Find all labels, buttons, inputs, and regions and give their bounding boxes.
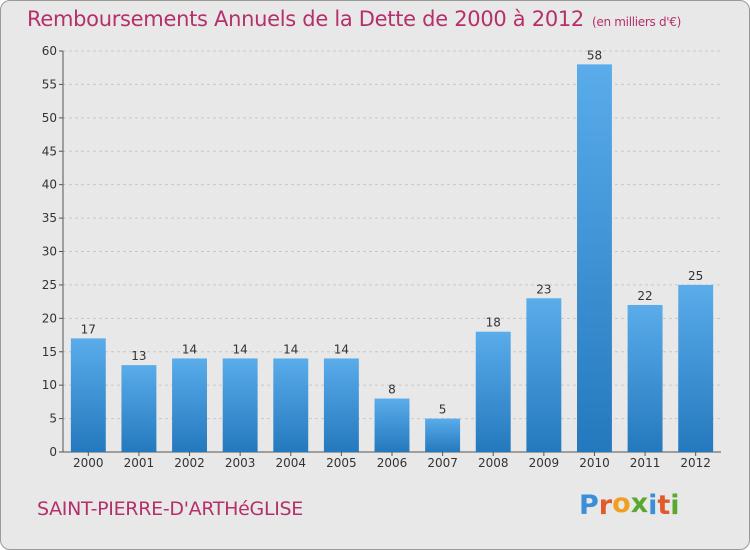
x-tick-label: 2000 [73,456,104,470]
bar-value-label: 14 [334,342,349,356]
bar-value-label: 8 [388,383,396,397]
bar-value-label: 17 [81,322,96,336]
y-tick-label: 45 [42,144,57,158]
bar [222,358,258,452]
bar [273,358,309,452]
y-tick-label: 40 [42,178,57,192]
y-tick-label: 30 [42,245,57,259]
bar-value-label: 18 [486,316,501,330]
bar-layer: 17 13 14 14 14 14 8 5 18 23 58 22 25 [70,48,714,452]
bar [121,365,157,452]
commune-name: SAINT-PIERRE-D'ARTHéGLISE [37,498,304,520]
bar [526,298,562,452]
chart-title-unit: (en milliers d'€) [592,15,682,29]
x-tick-label: 2006 [377,456,408,470]
bar-value-label: 22 [637,289,652,303]
x-tick-label: 2003 [225,456,256,470]
y-tick-label: 25 [42,278,57,292]
logo-letter: i [670,490,680,521]
y-tick-label: 20 [42,311,57,325]
y-tick-label: 5 [49,412,57,426]
y-tick-label: 15 [42,345,57,359]
y-tick-label: 35 [42,211,57,225]
logo-letter: t [657,490,671,521]
logo-letter: x [630,488,649,519]
axis-layer: 0 5 10 15 20 25 30 35 40 45 50 55 60 2000 2001 2002 2003… [42,44,721,470]
proxiti-logo[interactable]: Proxiti [579,488,680,521]
logo-letter: o [612,488,631,519]
bar-value-label: 5 [439,403,447,417]
x-tick-label: 2004 [275,456,306,470]
logo-letter: i [648,490,658,521]
x-tick-label: 2008 [478,456,509,470]
x-tick-label: 2002 [174,456,205,470]
chart-title: Remboursements Annuels de la Dette de 20… [27,7,681,31]
y-tick-label: 55 [42,77,57,91]
x-tick-label: 2005 [326,456,357,470]
bar [425,418,461,452]
chart-title-text: Remboursements Annuels de la Dette de 20… [27,7,584,31]
y-tick-label: 60 [42,44,57,58]
bar-value-label: 23 [536,282,551,296]
bar [374,398,410,452]
x-tick-label: 2011 [630,456,661,470]
x-tick-label: 2009 [529,456,560,470]
y-tick-label: 0 [49,445,57,459]
bar-value-label: 25 [688,269,703,283]
bar [627,304,663,452]
bar-value-label: 14 [283,342,298,356]
y-tick-label: 50 [42,111,57,125]
bar [475,331,511,452]
y-tick-label: 10 [42,378,57,392]
x-tick-label: 2010 [579,456,610,470]
grid-layer [63,50,721,420]
x-tick-label: 2001 [124,456,155,470]
bar [70,338,106,452]
bar [678,284,714,452]
bar-value-label: 13 [131,349,146,363]
bar [172,358,208,452]
bar [323,358,359,452]
bar-value-label: 14 [182,342,197,356]
logo-letter: r [598,490,613,521]
x-tick-label: 2012 [680,456,711,470]
logo-letter: P [579,490,599,521]
bar [576,64,612,452]
bar-value-label: 14 [233,342,248,356]
x-tick-label: 2007 [427,456,458,470]
bar-value-label: 58 [587,48,602,62]
